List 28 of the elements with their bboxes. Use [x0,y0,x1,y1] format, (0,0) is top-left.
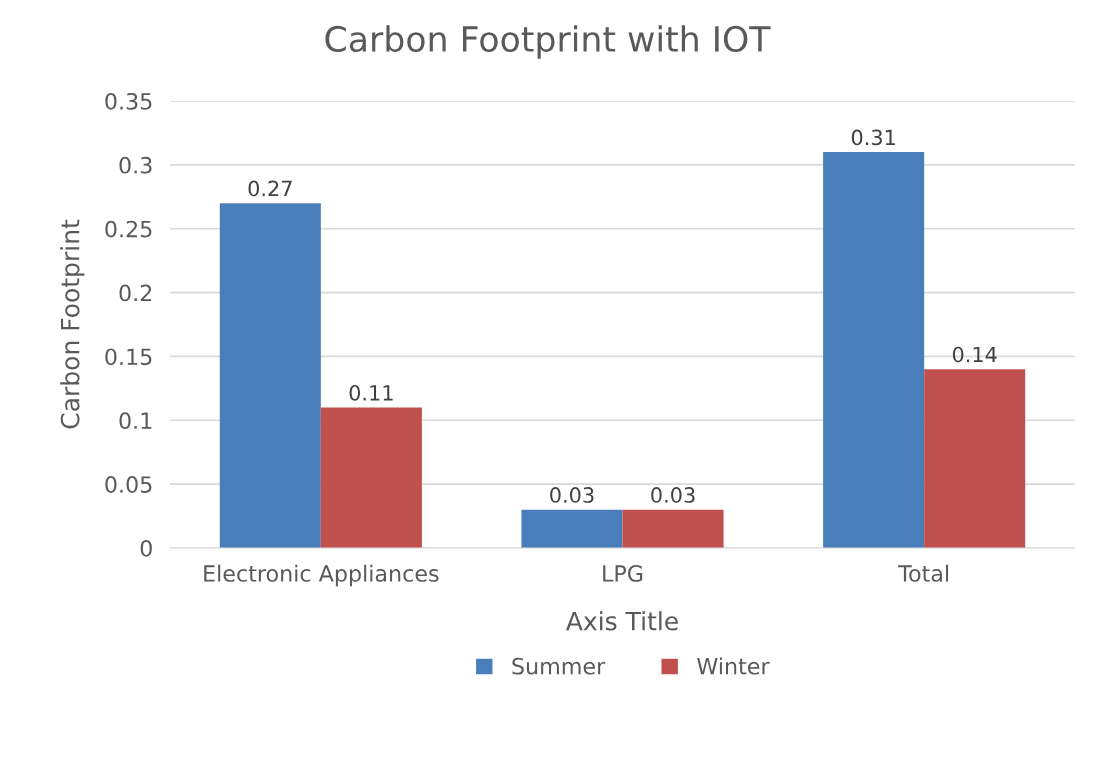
data-label: 0.03 [550,487,594,503]
data-label: 0.03 [651,487,695,503]
data-label: 0.14 [952,346,997,363]
legend-label: Summer [512,657,606,675]
data-label: 0.31 [851,129,895,146]
bar [320,407,422,548]
x-tick-label: Electronic Appliances [204,564,439,587]
x-tick-label: Total [898,564,949,582]
data-label: 0.11 [349,384,393,401]
y-axis-title: Carbon Footprint [60,219,85,429]
bar [219,203,321,548]
y-tick-label: 0.05 [105,476,152,493]
y-tick-label: 0.3 [119,156,152,174]
y-tick-label: 0.2 [119,284,152,302]
bar [521,509,623,548]
y-tick-label: 0.15 [105,348,152,366]
bar [823,152,925,548]
y-tick-label: 0.35 [105,92,152,110]
y-tick-label: 0.1 [119,412,152,430]
x-tick-label: LPG [603,565,643,582]
legend-label: Winter [697,657,770,675]
y-tick-label: 0.25 [105,220,152,238]
x-axis-title: Axis Title [566,611,678,631]
data-label: 0.27 [248,180,292,197]
bar [622,509,724,548]
bar [924,369,1026,548]
chart-title: Carbon Footprint with IOT [325,25,771,59]
y-tick-label: 0 [140,539,152,557]
